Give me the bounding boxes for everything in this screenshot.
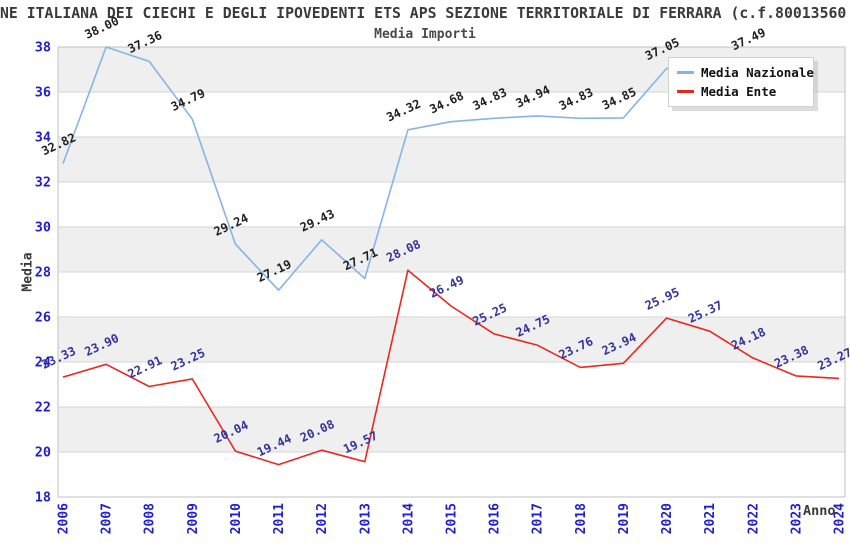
- x-tick-label: 2015: [445, 503, 460, 534]
- x-tick-label: 2018: [574, 503, 589, 534]
- x-tick-label: 2024: [833, 503, 848, 534]
- chart-title: Media Importi: [374, 27, 476, 42]
- series-line-media-ente: [62, 269, 840, 466]
- y-tick-label: 28: [35, 265, 51, 281]
- plot-band: [58, 407, 845, 452]
- x-tick-label: 2010: [229, 503, 244, 534]
- y-tick-label: 34: [35, 130, 51, 146]
- y-tick-label: 24: [35, 355, 51, 371]
- y-tick-label: 36: [35, 85, 51, 101]
- y-tick-label: 22: [35, 400, 51, 416]
- x-tick-label: 2011: [272, 503, 287, 534]
- y-axis-title: Media: [20, 252, 36, 292]
- x-tick-label: 2017: [531, 503, 546, 534]
- x-tick-label: 2008: [143, 503, 158, 534]
- point-label: 38.00: [82, 14, 121, 42]
- series-line-media-nazionale: [62, 46, 753, 292]
- media-nazionale-line-swatch: [677, 71, 694, 74]
- plot-band: [58, 362, 845, 407]
- page-title: NE ITALIANA DEI CIECHI E DEGLI IPOVEDENT…: [0, 5, 847, 22]
- legend-item-media-ente: Media Ente: [677, 82, 806, 101]
- plot-band: [58, 272, 845, 317]
- y-tick-label: 38: [35, 40, 51, 56]
- x-tick-label: 2007: [100, 503, 115, 534]
- x-tick-label: 2021: [703, 503, 718, 534]
- plot-border: [57, 46, 846, 498]
- y-tick-label: 20: [35, 445, 51, 461]
- x-tick-label: 2022: [746, 503, 761, 534]
- y-tick-label: 32: [35, 175, 51, 191]
- x-tick-label: 2019: [617, 503, 632, 534]
- x-tick-label: 2014: [401, 503, 416, 534]
- x-tick-label: 2006: [57, 503, 72, 534]
- y-tick-label: 18: [35, 490, 51, 506]
- media-ente-line-swatch: [677, 90, 694, 93]
- legend-label: Media Nazionale: [701, 65, 814, 80]
- x-tick-label: 2009: [186, 503, 201, 534]
- x-tick-label: 2023: [789, 503, 804, 534]
- legend-label: Media Ente: [701, 84, 777, 99]
- x-tick-label: 2013: [358, 503, 373, 534]
- legend-item-media-nazionale: Media Nazionale: [677, 63, 814, 82]
- plot-band: [58, 317, 845, 362]
- chart-legend: Media Nazionale Media Ente: [668, 57, 814, 107]
- y-tick-label: 30: [35, 220, 51, 236]
- x-tick-label: 2020: [660, 503, 675, 534]
- plot-band: [58, 452, 845, 497]
- plot-band: [58, 227, 845, 272]
- y-tick-label: 26: [35, 310, 51, 326]
- x-tick-label: 2012: [315, 503, 330, 534]
- plot-band: [58, 182, 845, 227]
- x-axis-title: Anno: [803, 503, 836, 519]
- x-tick-label: 2016: [488, 503, 503, 534]
- plot-band: [58, 137, 845, 182]
